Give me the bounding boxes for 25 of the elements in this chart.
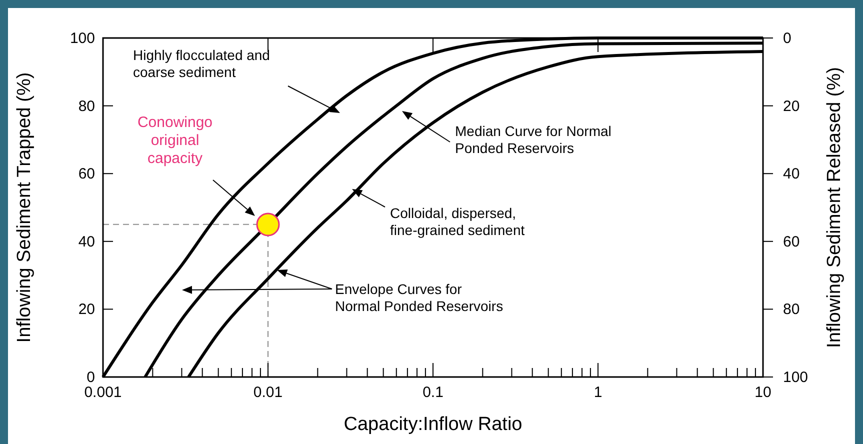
y2-tick-label: 100 xyxy=(783,369,808,386)
y-tick-label: 40 xyxy=(78,233,95,250)
y-tick-label: 0 xyxy=(86,369,95,386)
y2-axis-title: Inflowing Sediment Released (%) xyxy=(824,67,845,348)
y2-tick-label: 60 xyxy=(783,233,800,250)
y2-tick-label: 0 xyxy=(783,30,792,47)
x-tick-label: 10 xyxy=(754,384,772,401)
y2-tick-label: 40 xyxy=(783,166,800,183)
x-axis-title: Capacity:Inflow Ratio xyxy=(344,414,522,435)
x-tick-label: 0.01 xyxy=(253,384,283,401)
y2-tick-label: 20 xyxy=(783,98,800,115)
annotation: Conowingo original capacity xyxy=(137,114,213,167)
y2-tick-label: 80 xyxy=(783,301,800,318)
annotation: Median Curve for Normal Ponded Reservoirs xyxy=(455,123,612,156)
x-tick-label: 0.001 xyxy=(84,384,122,401)
annotation: Colloidal, dispersed, fine-grained sediment xyxy=(390,205,525,238)
annotation: Envelope Curves for Normal Ponded Reservoirs xyxy=(335,281,504,314)
y-axis-title: Inflowing Sediment Trapped (%) xyxy=(14,72,35,343)
x-tick-label: 0.1 xyxy=(422,384,444,401)
annotation: Highly flocculated and coarse sediment xyxy=(133,47,270,80)
y-tick-label: 100 xyxy=(70,30,95,47)
y-tick-label: 80 xyxy=(78,98,95,115)
y-tick-label: 60 xyxy=(78,166,95,183)
x-tick-label: 1 xyxy=(594,384,602,401)
y-tick-label: 20 xyxy=(78,301,95,318)
